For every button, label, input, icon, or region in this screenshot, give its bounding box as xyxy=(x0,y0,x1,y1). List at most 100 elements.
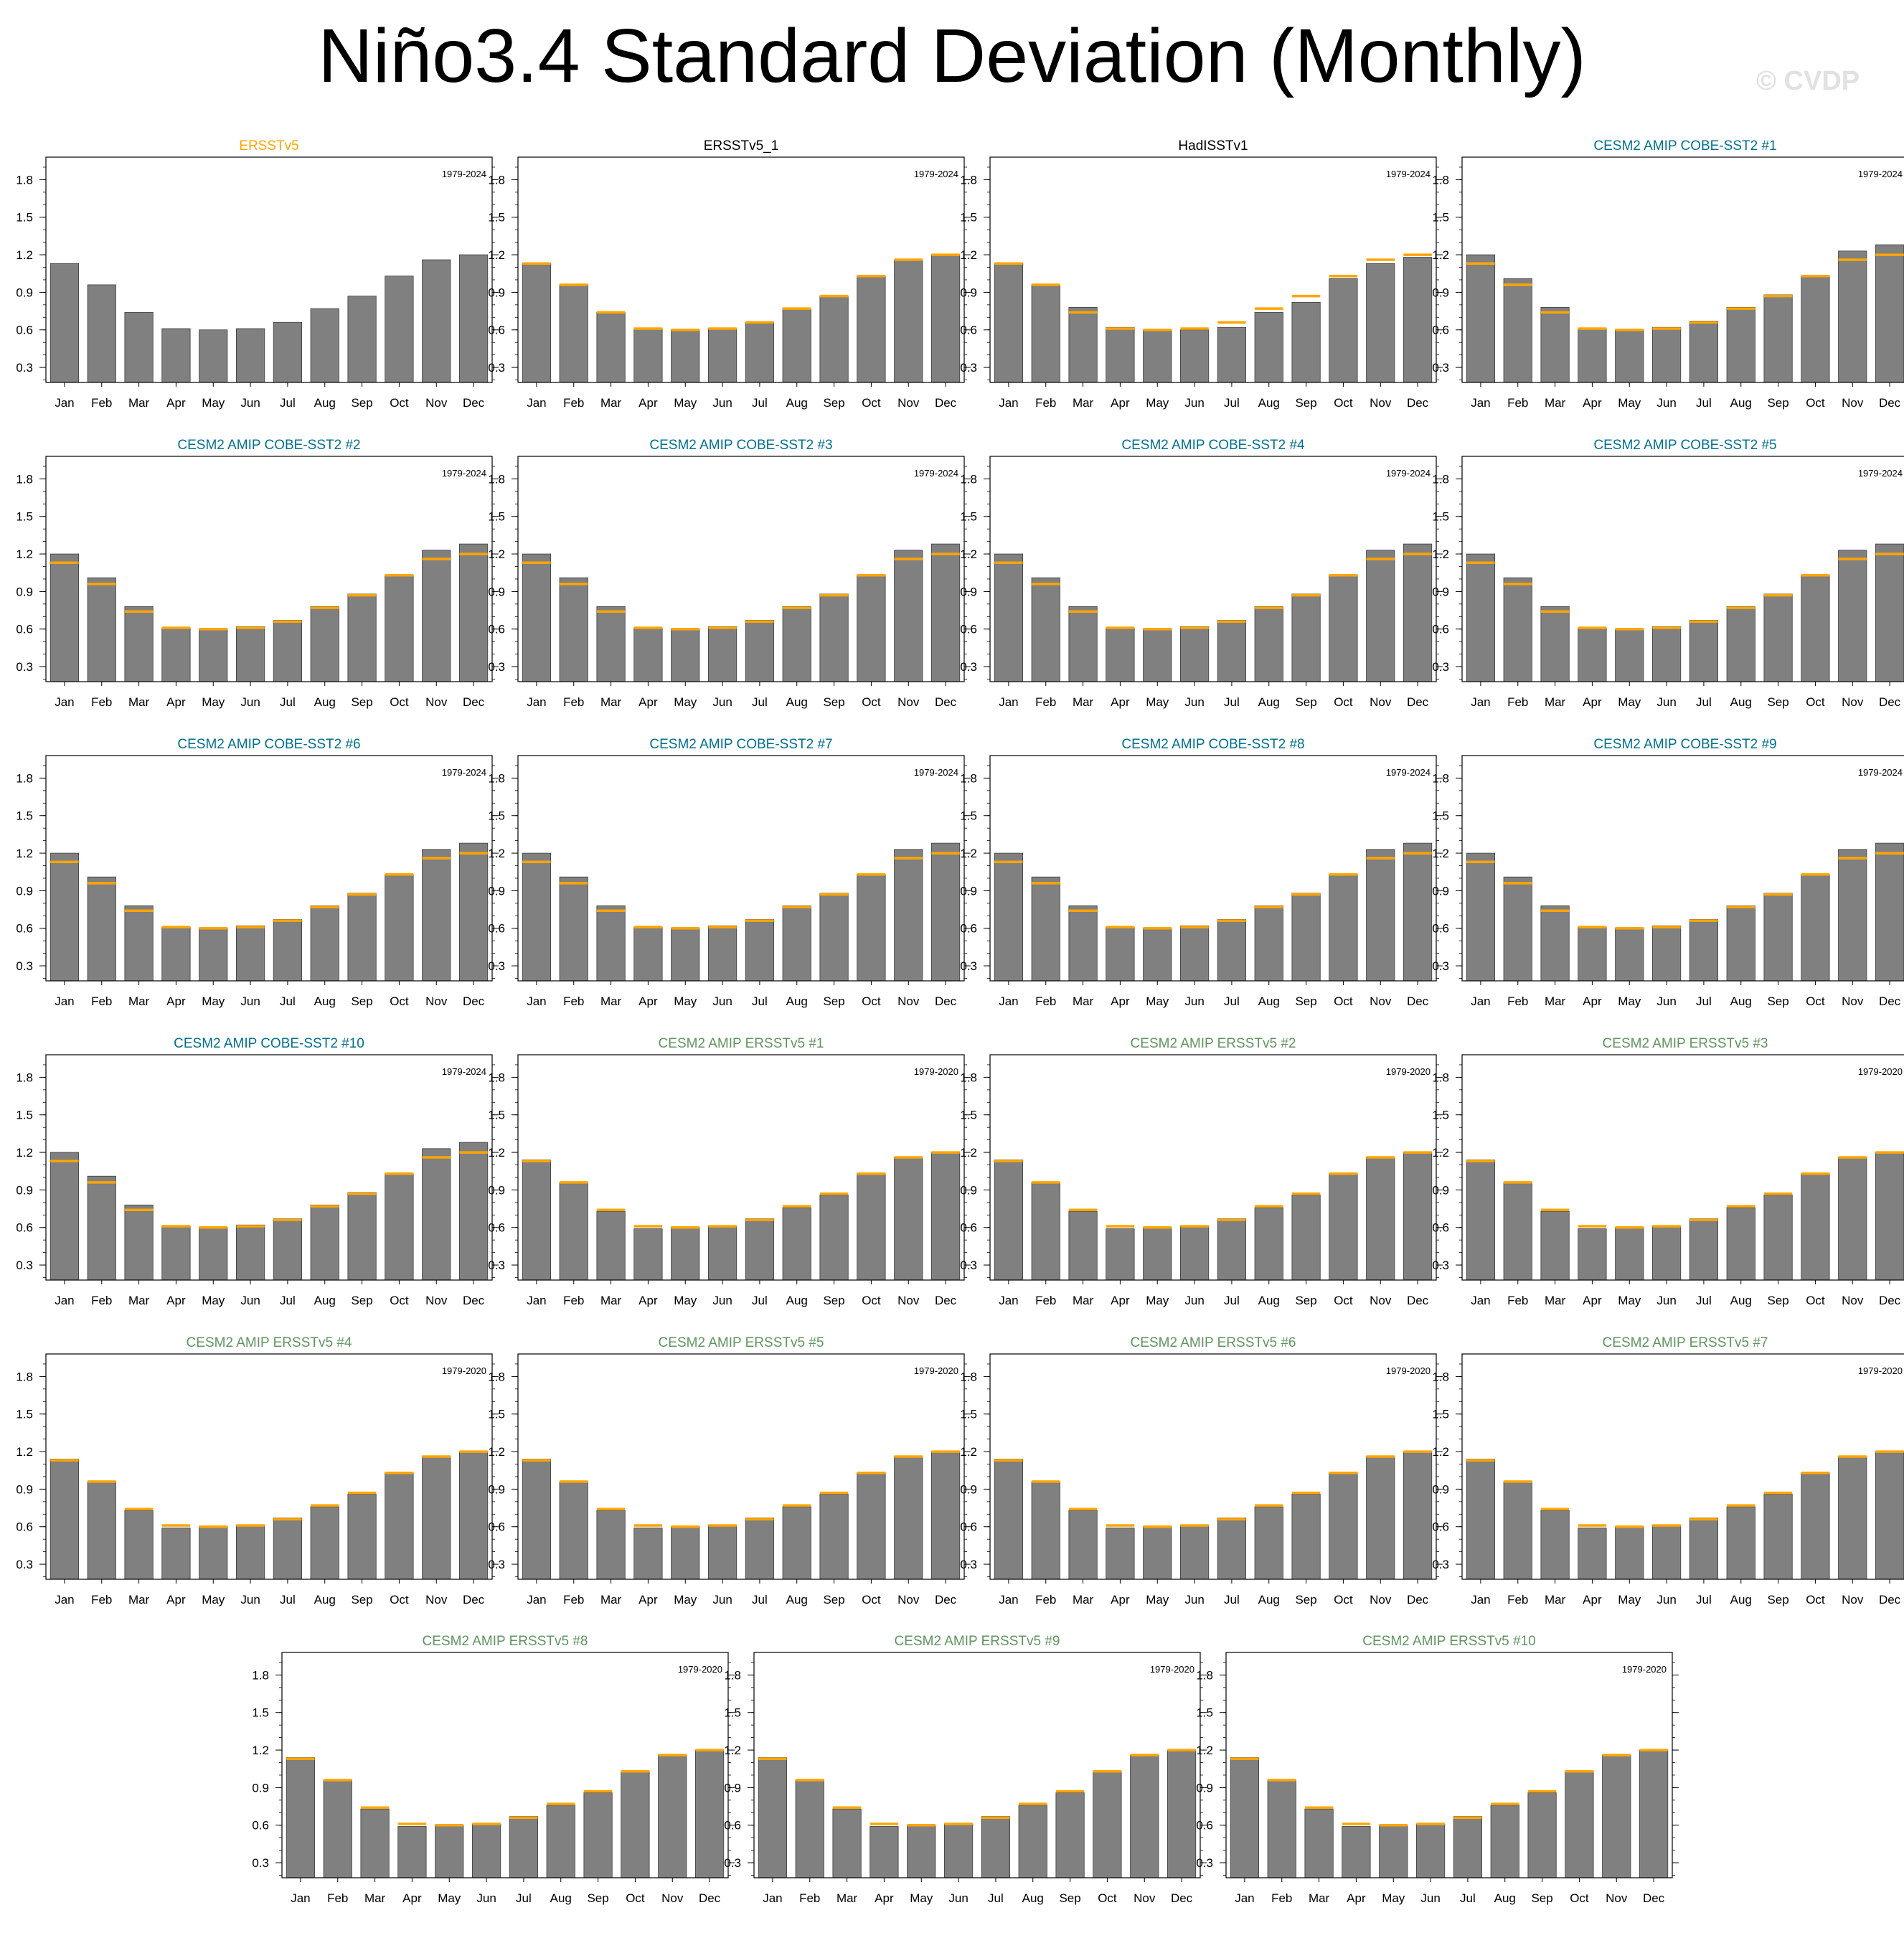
bar xyxy=(1651,626,1682,682)
bar xyxy=(522,1160,552,1281)
y-tick-label: 0.6 xyxy=(488,1520,505,1534)
x-tick-label: Apr xyxy=(638,1294,658,1307)
y-tick-label: 1.5 xyxy=(488,211,505,225)
x-tick-label: Apr xyxy=(1583,695,1602,709)
x-tick-label: Jan xyxy=(527,994,546,1008)
x-tick-label: Apr xyxy=(875,1891,894,1905)
bar xyxy=(596,905,626,982)
y-tick-label: 0.9 xyxy=(1432,286,1449,299)
bar xyxy=(671,928,700,982)
x-tick-label: Mar xyxy=(600,994,622,1008)
x-tick-label: Nov xyxy=(1370,994,1392,1008)
bar xyxy=(782,606,811,682)
x-tick-label: Oct xyxy=(1806,1294,1825,1307)
x-tick-label: Apr xyxy=(166,695,186,709)
bar xyxy=(1726,1506,1755,1580)
period-label: 1979-2024 xyxy=(442,1066,486,1077)
x-tick-label: Feb xyxy=(563,1294,584,1307)
bar xyxy=(1143,629,1172,682)
bar xyxy=(347,296,377,383)
x-tick-label: Oct xyxy=(1334,1294,1353,1307)
bar xyxy=(1726,606,1755,682)
bar xyxy=(522,1459,552,1580)
bar xyxy=(1179,1525,1210,1580)
x-tick-label: May xyxy=(202,994,225,1008)
bar xyxy=(707,626,737,682)
x-tick-label: Apr xyxy=(638,396,658,410)
bar xyxy=(161,328,191,383)
bar xyxy=(1527,1792,1557,1878)
y-tick-label: 0.6 xyxy=(1432,1520,1449,1534)
y-tick-label: 1.2 xyxy=(1196,1744,1213,1757)
x-tick-label: Apr xyxy=(638,994,658,1008)
x-tick-label: Oct xyxy=(1806,396,1825,410)
bar xyxy=(1403,543,1433,682)
bar xyxy=(385,1472,414,1580)
bar xyxy=(1503,1182,1532,1281)
bar xyxy=(1143,329,1172,383)
y-tick-label: 0.3 xyxy=(724,1856,741,1870)
x-tick-label: May xyxy=(1146,695,1169,709)
bar xyxy=(347,593,377,682)
x-tick-label: Mar xyxy=(1545,396,1566,410)
bar xyxy=(1179,925,1210,982)
x-tick-label: Nov xyxy=(425,1294,448,1307)
period-label: 1979-2020 xyxy=(1386,1066,1431,1077)
x-tick-label: Dec xyxy=(463,396,485,410)
bar xyxy=(707,1226,737,1281)
bar xyxy=(1254,1506,1283,1580)
y-tick-label: 1.5 xyxy=(252,1706,269,1720)
bar xyxy=(559,1481,588,1580)
x-tick-label: Nov xyxy=(425,994,448,1008)
x-tick-label: Aug xyxy=(550,1891,572,1905)
x-tick-label: Oct xyxy=(390,396,409,410)
bar xyxy=(1689,1518,1719,1580)
y-tick-label: 1.8 xyxy=(1432,1071,1449,1084)
plot-frame xyxy=(45,1054,493,1281)
bar xyxy=(50,553,80,682)
y-tick-label: 1.8 xyxy=(16,1370,33,1383)
x-tick-label: Jul xyxy=(1224,994,1240,1008)
panel-title: HadISSTv1 xyxy=(1178,138,1248,154)
period-label: 1979-2024 xyxy=(914,169,958,179)
x-tick-label: Oct xyxy=(626,1891,645,1905)
y-tick-label: 0.9 xyxy=(960,585,977,598)
bar xyxy=(1106,1528,1135,1580)
y-tick-label: 1.5 xyxy=(16,1109,33,1122)
plot-frame xyxy=(1461,156,1904,383)
bar xyxy=(819,593,849,682)
x-tick-label: Apr xyxy=(638,695,658,709)
x-tick-label: May xyxy=(202,1294,225,1307)
y-tick-label: 1.8 xyxy=(1432,173,1449,187)
y-tick-label: 1.8 xyxy=(488,1071,505,1084)
x-tick-label: Sep xyxy=(1295,695,1316,709)
x-tick-label: Jan xyxy=(55,1593,74,1607)
x-tick-label: Dec xyxy=(463,994,485,1008)
y-tick-label: 1.8 xyxy=(724,1668,741,1682)
bar xyxy=(1254,311,1283,383)
x-tick-label: Feb xyxy=(1035,1294,1056,1307)
y-tick-label: 1.5 xyxy=(960,510,977,524)
bar xyxy=(1304,1808,1334,1878)
panel-title: ERSSTv5_1 xyxy=(704,138,779,154)
bar xyxy=(1466,553,1496,682)
x-tick-label: Mar xyxy=(128,396,150,410)
bar xyxy=(50,852,80,982)
bar xyxy=(1875,1152,1904,1281)
bar xyxy=(633,328,663,383)
y-tick-label: 1.8 xyxy=(16,1071,33,1084)
period-label: 1979-2024 xyxy=(914,767,958,778)
x-tick-label: Apr xyxy=(638,1593,658,1607)
y-tick-label: 0.6 xyxy=(960,623,977,636)
x-tick-label: Mar xyxy=(128,1294,150,1307)
x-tick-label: Oct xyxy=(1334,994,1353,1008)
bar xyxy=(310,1506,339,1580)
y-tick-label: 0.3 xyxy=(16,1259,33,1272)
x-tick-label: Sep xyxy=(1059,1891,1080,1905)
x-tick-label: Jan xyxy=(55,695,74,709)
bar xyxy=(819,296,849,383)
x-tick-label: Nov xyxy=(1370,396,1392,410)
bar xyxy=(1403,1451,1433,1580)
y-tick-label: 1.2 xyxy=(1432,248,1449,262)
